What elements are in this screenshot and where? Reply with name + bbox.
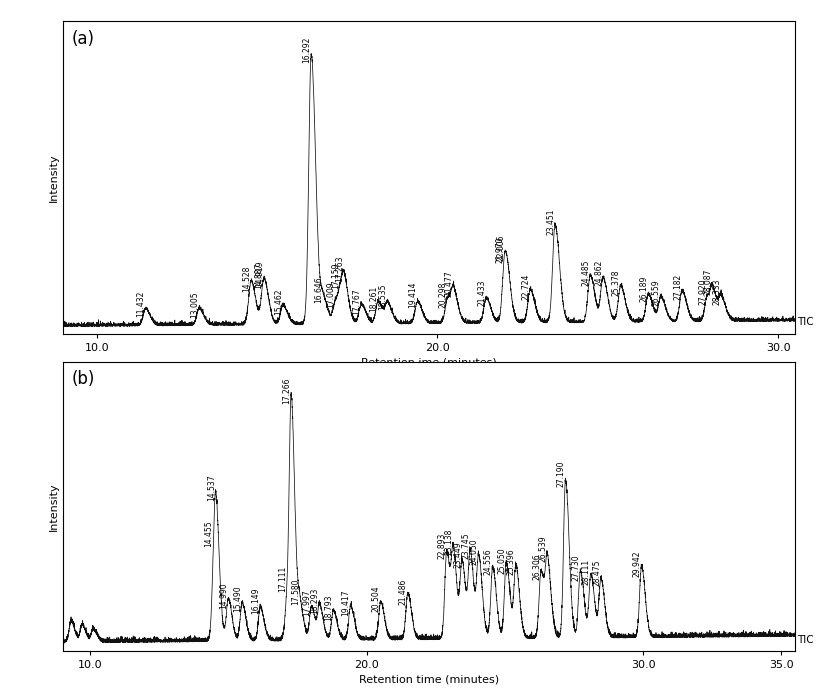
Text: 17.767: 17.767	[352, 289, 361, 316]
Text: 19.417: 19.417	[341, 590, 350, 616]
Text: 25.050: 25.050	[497, 547, 506, 573]
Text: 20.477: 20.477	[444, 270, 453, 297]
Text: 15.462: 15.462	[273, 289, 283, 315]
Text: 27.730: 27.730	[571, 555, 579, 581]
Y-axis label: Intensity: Intensity	[48, 153, 59, 202]
Text: TIC: TIC	[796, 635, 813, 644]
Text: 25.396: 25.396	[507, 549, 515, 575]
Text: 22.724: 22.724	[521, 274, 530, 300]
Text: 26.189: 26.189	[639, 276, 648, 302]
Text: 17.111: 17.111	[278, 566, 287, 592]
X-axis label: Retention ime (minutes): Retention ime (minutes)	[360, 358, 497, 367]
Text: 14.887: 14.887	[254, 263, 263, 289]
Text: 26.306: 26.306	[532, 554, 540, 580]
Text: 16.646: 16.646	[314, 277, 323, 303]
Text: 23.449: 23.449	[452, 542, 461, 568]
Text: 24.556: 24.556	[483, 548, 492, 575]
Text: 14.990: 14.990	[219, 583, 228, 609]
Text: 22.006: 22.006	[497, 235, 505, 261]
Text: 24.050: 24.050	[469, 538, 478, 565]
Text: 21.970: 21.970	[495, 237, 504, 263]
Text: 20.504: 20.504	[371, 586, 380, 612]
Text: 21.486: 21.486	[399, 578, 407, 605]
Text: 15.490: 15.490	[233, 586, 242, 613]
Text: 17.266: 17.266	[282, 378, 291, 404]
Text: 22.893: 22.893	[437, 533, 446, 559]
Text: 27.182: 27.182	[672, 274, 681, 300]
Text: 16.292: 16.292	[302, 37, 311, 63]
Text: 21.433: 21.433	[477, 280, 486, 306]
Text: 13.005: 13.005	[190, 291, 199, 318]
Text: 17.009: 17.009	[326, 282, 335, 308]
Text: 17.997: 17.997	[302, 590, 311, 617]
Text: 27.190: 27.190	[556, 460, 565, 486]
Text: 14.919: 14.919	[255, 261, 264, 287]
Text: 27.920: 27.920	[697, 279, 706, 305]
Text: 14.537: 14.537	[206, 475, 216, 501]
Text: 18.793: 18.793	[324, 595, 333, 621]
Text: 17.159: 17.159	[331, 263, 340, 289]
Text: 16.149: 16.149	[251, 588, 260, 615]
Text: (b): (b)	[71, 371, 94, 389]
Y-axis label: Intensity: Intensity	[48, 482, 59, 531]
Text: 24.862: 24.862	[594, 260, 603, 286]
Text: 17.263: 17.263	[335, 255, 344, 282]
Text: 20.298: 20.298	[438, 281, 447, 307]
Text: 28.333: 28.333	[711, 278, 721, 305]
Text: 28.475: 28.475	[591, 559, 600, 586]
Text: 14.528: 14.528	[242, 265, 251, 291]
Text: 29.942: 29.942	[632, 551, 640, 577]
Text: 24.485: 24.485	[580, 259, 589, 286]
Text: 26.559: 26.559	[651, 280, 660, 306]
Text: 23.138: 23.138	[444, 528, 453, 555]
Text: 25.378: 25.378	[611, 269, 620, 296]
Text: 23.451: 23.451	[545, 209, 554, 236]
Text: 28.111: 28.111	[581, 559, 590, 585]
Text: 18.535: 18.535	[378, 284, 387, 310]
Text: 14.455: 14.455	[204, 520, 213, 546]
Text: TIC: TIC	[796, 317, 813, 327]
Text: 26.539: 26.539	[538, 536, 547, 562]
X-axis label: Retention time (minutes): Retention time (minutes)	[359, 675, 498, 684]
Text: 28.087: 28.087	[703, 268, 712, 294]
Text: 19.414: 19.414	[408, 282, 417, 308]
Text: 17.580: 17.580	[291, 579, 299, 606]
Text: 18.293: 18.293	[310, 588, 319, 614]
Text: (a): (a)	[71, 30, 94, 48]
Text: 23.745: 23.745	[461, 532, 470, 559]
Text: 18.261: 18.261	[369, 286, 378, 312]
Text: 11.432: 11.432	[136, 291, 145, 317]
